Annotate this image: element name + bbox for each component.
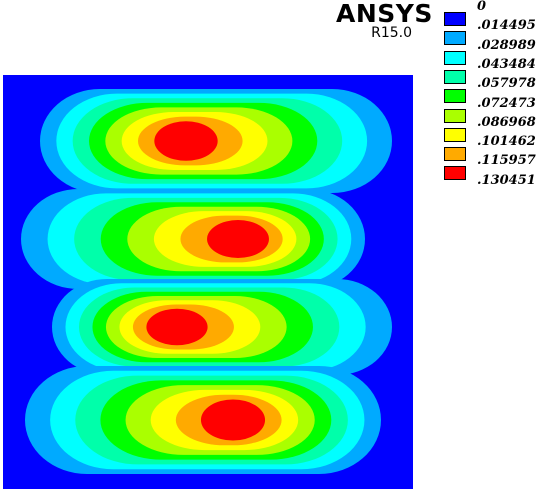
brand-logo-text: ANSYS <box>336 0 433 28</box>
contour-band <box>154 121 218 161</box>
legend-label: .057978 <box>477 76 536 92</box>
contour-band <box>207 220 269 258</box>
legend-swatch <box>444 50 466 65</box>
legend-swatch <box>444 89 466 104</box>
version-label: R15.0 <box>371 25 412 41</box>
legend-swatch <box>444 108 466 123</box>
legend-label: .115957 <box>477 153 536 169</box>
legend-label: .130451 <box>477 172 536 188</box>
legend-swatch <box>444 31 466 46</box>
legend-label: .072473 <box>477 95 536 111</box>
contour-bands <box>21 89 392 474</box>
legend-label: .043484 <box>477 56 536 72</box>
contour-band <box>146 308 208 346</box>
legend-label: .028989 <box>477 37 536 53</box>
legend-swatch <box>444 69 466 84</box>
contour-legend: 0 .014495 .028989 .043484 .057978 .072473 .086… <box>444 0 541 200</box>
legend-label: .086968 <box>477 114 536 130</box>
legend-label: 0 <box>477 0 487 14</box>
legend-swatch <box>444 127 466 142</box>
legend-label: .014495 <box>477 18 536 34</box>
legend-label: .101462 <box>477 134 536 150</box>
contour-band <box>200 399 266 441</box>
legend-swatch <box>444 147 466 162</box>
contour-plot <box>3 75 413 489</box>
legend-swatch <box>444 12 466 26</box>
legend-swatch <box>444 166 466 181</box>
